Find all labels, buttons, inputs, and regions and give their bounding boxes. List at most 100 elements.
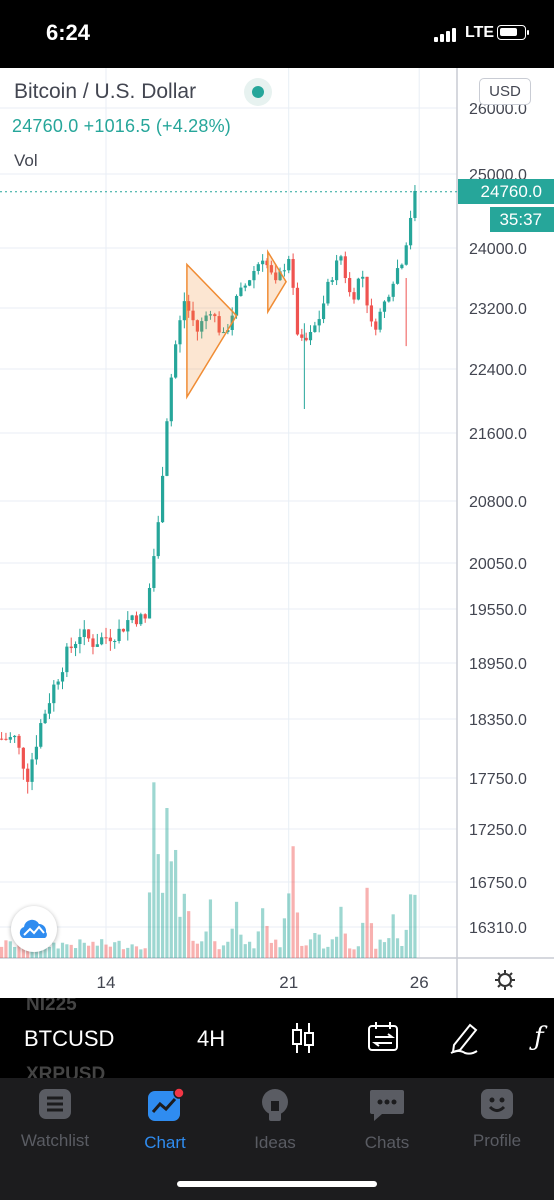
volume-bar xyxy=(252,948,256,958)
volume-bar xyxy=(217,949,221,958)
tab-label-chats: Chats xyxy=(364,1133,410,1152)
compare-calendar-icon[interactable] xyxy=(367,1021,401,1053)
volume-bar xyxy=(208,899,213,958)
price-axis-label: 18350.0 xyxy=(469,712,527,729)
candle-body xyxy=(335,260,339,281)
volume-bar xyxy=(126,947,130,958)
candle-body xyxy=(308,331,313,341)
home-indicator xyxy=(177,1181,377,1187)
price-axis-label: 19550.0 xyxy=(469,602,527,619)
candle-body xyxy=(287,259,291,271)
indicators-fx-icon[interactable]: ƒ xyxy=(534,1022,544,1052)
candle-body xyxy=(282,270,287,272)
candle-body xyxy=(352,292,356,300)
candles-icon[interactable] xyxy=(290,1021,316,1055)
chart-legend[interactable]: Bitcoin / U.S. Dollar xyxy=(14,78,272,106)
cloud-layouts-button[interactable] xyxy=(11,906,57,952)
volume-bar xyxy=(265,925,269,958)
tab-label-profile: Profile xyxy=(472,1131,522,1150)
candle-body xyxy=(348,278,352,293)
symbol-next[interactable]: XRPUSD xyxy=(26,1064,106,1078)
candle-body xyxy=(108,637,112,642)
candle-body xyxy=(295,287,300,335)
volume-bar xyxy=(404,929,408,958)
chart-area[interactable]: 26000.0 25000.0 24000.0 23200.0 22400.0 21600… xyxy=(0,68,554,998)
candle-body xyxy=(117,628,121,641)
symbol-title: Bitcoin / U.S. Dollar xyxy=(14,80,197,103)
candle-body xyxy=(187,301,191,311)
volume-legend[interactable]: Vol xyxy=(14,151,38,170)
volume-bar xyxy=(226,941,230,958)
candle-body xyxy=(0,738,4,740)
volume-bar xyxy=(278,947,282,958)
chart-settings-gear-icon[interactable] xyxy=(494,969,516,991)
candle-body xyxy=(413,190,417,218)
currency-button[interactable]: USD xyxy=(479,78,531,105)
volume-bar xyxy=(121,949,126,958)
tab-chats[interactable]: Chats xyxy=(332,1088,442,1153)
price-axis-label: 26000.0 xyxy=(469,101,527,118)
network-type: LTE xyxy=(465,24,495,41)
candle-body xyxy=(91,638,95,647)
tab-profile[interactable]: Profile xyxy=(442,1088,552,1151)
candle-body xyxy=(326,281,330,304)
price-chart[interactable]: 26000.025000.024000.023200.022400.021600… xyxy=(0,68,554,998)
candle-body xyxy=(300,334,304,338)
chats-bubble-icon xyxy=(370,1090,404,1121)
price-axis-label: 21600.0 xyxy=(469,426,527,443)
volume-bar xyxy=(330,939,334,958)
volume-bar xyxy=(34,946,39,958)
tab-watchlist[interactable]: Watchlist xyxy=(0,1088,110,1151)
candle-body xyxy=(265,260,269,266)
volume-bar xyxy=(73,948,78,958)
chart-toolbar: NI225 BTCUSD XRPUSD 4H ƒ xyxy=(0,998,554,1078)
price-change: +1016.5 xyxy=(83,116,151,136)
volume-bar xyxy=(104,944,108,958)
candle-body xyxy=(130,615,134,621)
volume-bar xyxy=(230,928,234,958)
symbol-prev[interactable]: NI225 xyxy=(26,998,77,1015)
market-status-icon[interactable] xyxy=(244,78,272,106)
volume-bar xyxy=(239,934,243,958)
candle-body xyxy=(78,637,82,644)
time-axis-label: 21 xyxy=(279,973,298,992)
volume-bar xyxy=(308,939,313,958)
candle-body xyxy=(208,314,213,316)
symbol-selector[interactable]: BTCUSD xyxy=(24,1026,115,1051)
triangle-pattern-drawing xyxy=(267,249,287,315)
volume-bar xyxy=(17,944,21,958)
volume-bar xyxy=(247,941,252,958)
candle-body xyxy=(17,735,21,748)
volume-bar xyxy=(361,922,365,958)
volume-bar xyxy=(130,944,134,958)
candle-body xyxy=(143,614,147,619)
candle-body xyxy=(56,681,60,685)
candle-body xyxy=(291,259,295,288)
volume-bar xyxy=(365,887,369,958)
volume-bar xyxy=(78,939,82,958)
candle-body xyxy=(165,421,169,476)
candle-body xyxy=(317,319,321,326)
price-axis-label: 17750.0 xyxy=(469,771,527,788)
candle-body xyxy=(95,644,99,647)
profile-icon xyxy=(481,1089,513,1119)
volume-bar xyxy=(87,945,91,958)
drawing-pen-icon[interactable] xyxy=(448,1021,480,1055)
candle-body xyxy=(87,629,91,639)
tab-ideas[interactable]: Ideas xyxy=(220,1088,330,1153)
interval-selector[interactable]: 4H xyxy=(197,1026,226,1051)
candle-body xyxy=(178,320,182,345)
volume-bar xyxy=(47,946,52,958)
tab-chart[interactable]: Chart xyxy=(110,1087,220,1153)
volume-bar xyxy=(187,911,191,958)
volume-bar xyxy=(8,941,12,958)
candle-body xyxy=(21,747,25,769)
candle-body xyxy=(73,643,78,649)
candle-body xyxy=(374,321,378,330)
volume-bar xyxy=(256,931,260,958)
price-axis-label: 24000.0 xyxy=(469,241,527,258)
candle-body xyxy=(365,276,369,306)
candle-body xyxy=(195,320,199,332)
volume-bar xyxy=(261,908,265,958)
candle-body xyxy=(200,321,204,332)
